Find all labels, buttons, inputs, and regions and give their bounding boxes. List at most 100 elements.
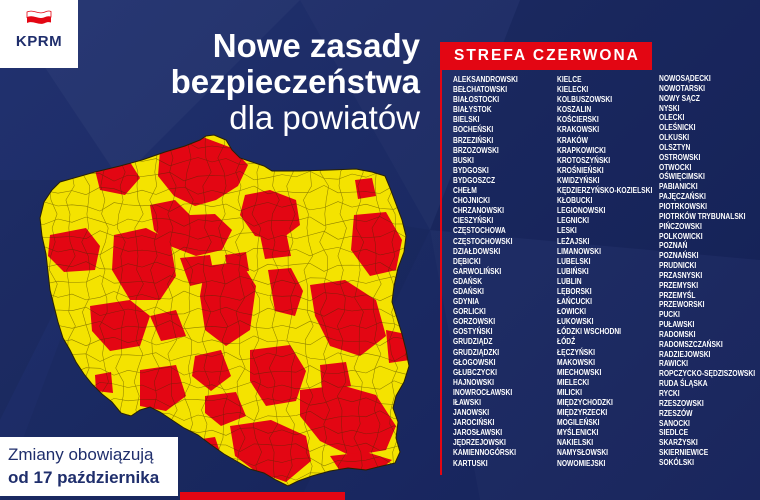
county-border (40, 185, 409, 195)
red-zone-county: KOŚCIERSKI (557, 114, 599, 125)
county-border (40, 261, 409, 272)
red-zone-county: PRZEWORSKI (659, 299, 705, 310)
county-border (40, 140, 409, 151)
red-zone-county: PRZASNYSKI (659, 269, 703, 280)
red-zone-county: RADZIEJOWSKI (659, 348, 711, 359)
red-zone-header: STREFA CZERWONA (440, 42, 652, 70)
county-border (40, 156, 409, 167)
red-zone-area (240, 190, 300, 240)
red-zone-area (200, 262, 256, 346)
red-zone-area (268, 268, 303, 316)
kprm-logo: KPRM (0, 0, 78, 68)
red-zone-county: LIMANOWSKI (557, 245, 601, 256)
notice-line-2: od 17 października (8, 468, 160, 487)
county-border (201, 135, 212, 486)
red-zone-county: GDAŃSK (453, 275, 483, 286)
red-zone-county: KOSZALIN (557, 104, 592, 115)
red-zone-county: KAMIENNOGÓRSKI (453, 447, 516, 458)
red-zone-county: KARTUSKI (453, 457, 488, 468)
red-zone-county: NYSKI (659, 102, 680, 113)
red-zone-county: RZESZOWSKI (659, 397, 704, 408)
red-zone-county: CHOJNICKI (453, 195, 490, 206)
red-zone-area (180, 255, 215, 286)
county-border (40, 320, 409, 331)
footer-accent-bar (180, 492, 345, 500)
red-zone-county: CHEŁM (453, 185, 477, 196)
red-zone-county: BIELSKI (453, 114, 480, 125)
red-zone-county: KĘDZIERZYŃSKO-KOZIELSKI (557, 185, 653, 196)
red-zone-county: PUŁAWSKI (659, 319, 695, 330)
red-zone-county: PRZEMYŚL (659, 289, 696, 300)
county-border (40, 380, 409, 392)
red-zone-county: BIAŁYSTOK (453, 104, 492, 115)
red-zone-county: BUSKI (453, 154, 474, 165)
red-zone-county: POLKOWICKI (659, 230, 703, 241)
red-zone-county: CHRZANOWSKI (453, 205, 505, 216)
county-border (40, 201, 409, 212)
county-border (40, 335, 409, 347)
red-zone-county: OLECKI (659, 112, 685, 123)
red-zone-county: LUBELSKI (557, 255, 591, 266)
red-zone-county: ŁUKOWSKI (557, 316, 594, 327)
red-zone-county: INOWROCŁAWSKI (453, 386, 513, 397)
red-zone-county: PIOTRKÓW TRYBUNALSKI (659, 210, 746, 221)
county-border (371, 135, 382, 486)
county-border (183, 135, 194, 486)
county-border (40, 352, 409, 362)
county-border (268, 135, 280, 486)
red-zone-county: HAJNOWSKI (453, 376, 494, 387)
county-border (40, 425, 409, 436)
red-zone-county: OŚWIĘCIMSKI (659, 171, 705, 182)
red-zone-area (300, 385, 396, 456)
red-zone-county: KOLBUSZOWSKI (557, 94, 613, 105)
red-zone-area (205, 392, 246, 426)
red-zone-county: OTWOCKI (659, 161, 692, 172)
county-border (387, 135, 399, 486)
red-zone-county: KRAPKOWICKI (557, 144, 606, 155)
red-zone-county: KRAKOWSKI (557, 124, 600, 135)
red-zone-area (310, 280, 386, 356)
red-zone-county: KWIDZYŃSKI (557, 174, 600, 185)
red-zone-county: GŁUBCZYCKI (453, 366, 497, 377)
red-zone-county: SOKÓLSKI (659, 456, 695, 467)
red-zone-county: PUCKI (659, 309, 680, 320)
county-border (303, 135, 314, 486)
red-zone-county: PAJĘCZAŃSKI (659, 191, 706, 202)
red-zone-county: JAROSŁAWSKI (453, 427, 503, 438)
red-zone-county: PIOTRKOWSKI (659, 200, 708, 211)
poland-outline (39, 134, 410, 487)
red-zone-area (95, 372, 113, 393)
red-zone-county: RADOMSZCZAŃSKI (659, 338, 723, 349)
red-zone-area (112, 228, 176, 300)
yellow-zone-area (40, 135, 409, 486)
red-zone-county: ALEKSANDROWSKI (453, 74, 518, 84)
red-zone-area (351, 212, 402, 276)
kprm-flag-icon (26, 10, 52, 24)
county-border (217, 135, 228, 486)
red-zone-county: PABIANICKI (659, 181, 698, 192)
red-zone-county: NOWOSĄDECKI (659, 73, 711, 83)
red-zone-county: JANOWSKI (453, 407, 490, 418)
red-zone-county: KROTOSZYŃSKI (557, 154, 611, 165)
county-border (40, 365, 409, 376)
red-zone-county: RADOMSKI (659, 328, 696, 339)
county-border (40, 216, 409, 227)
red-zone-county: GRUDZIĄDZKI (453, 346, 500, 357)
red-zone-area (158, 136, 248, 206)
red-zone-county: LEGIONOWSKI (557, 205, 606, 216)
red-zone-area (195, 437, 223, 466)
county-border (404, 135, 409, 486)
red-zone-area (48, 228, 100, 272)
red-zone-county: MOGILEŃSKI (557, 417, 600, 428)
county-border (40, 246, 409, 257)
red-zone-county: IŁAWSKI (453, 397, 481, 407)
red-zone-area (192, 350, 231, 391)
red-zone-county: BYDGOSKI (453, 164, 489, 175)
county-border (40, 306, 409, 317)
red-zone-column-2: KIELCE KIELECKI KOLBUSZOWSKI KOSZALIN KOŚCIE… (557, 74, 654, 468)
red-zone-county: RZESZÓW (659, 407, 693, 418)
red-zone-county: BOCHEŃSKI (453, 124, 494, 135)
red-zone-county: KIELCE (557, 74, 582, 84)
red-zone-county: RYCKI (659, 388, 680, 398)
